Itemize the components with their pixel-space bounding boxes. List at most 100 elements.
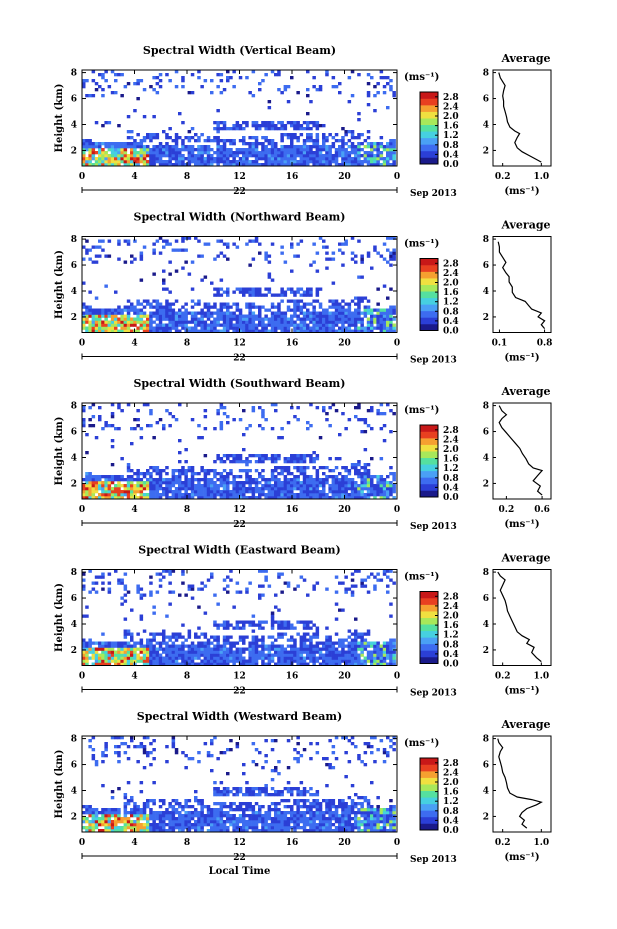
heatmap-cell — [293, 484, 297, 488]
heatmap-cell — [152, 632, 156, 636]
heatmap-cell — [130, 653, 134, 657]
heatmap-cell — [331, 659, 336, 663]
heatmap-cell — [232, 484, 236, 488]
heatmap-cell — [347, 644, 352, 648]
heatmap-cell — [152, 644, 156, 648]
heatmap-cell — [232, 478, 236, 482]
heatmap-cell — [107, 142, 112, 146]
heatmap-cell — [152, 163, 156, 167]
heatmap-cell — [101, 427, 105, 431]
heatmap-cell — [206, 305, 211, 309]
heatmap-cell — [347, 653, 352, 657]
heatmap-cell — [104, 284, 108, 288]
heatmap-cell — [88, 820, 92, 824]
heatmap-cell — [328, 457, 332, 461]
heatmap-cell — [389, 602, 393, 606]
colorbar-swatch — [420, 477, 438, 485]
heatmap-cell — [373, 94, 377, 98]
heatmap-cell — [270, 623, 275, 627]
heatmap-cell — [386, 490, 390, 494]
heatmap-cell — [187, 826, 192, 830]
heatmap-cell — [171, 635, 176, 639]
avg-title: Average — [500, 552, 550, 565]
heatmap-cell — [184, 236, 188, 240]
heatmap-cell — [213, 481, 217, 485]
heatmap-cell — [251, 650, 256, 654]
heatmap-cell — [296, 487, 300, 491]
heatmap-cell — [264, 139, 268, 143]
date-day: 22 — [233, 354, 246, 364]
heatmap-cell — [325, 626, 329, 630]
heatmap-cell — [117, 403, 121, 407]
heatmap-cell — [88, 406, 92, 410]
heatmap-cell — [155, 829, 160, 833]
heatmap-cell — [350, 142, 355, 146]
heatmap-cell — [286, 151, 291, 155]
heatmap-cell — [386, 148, 390, 152]
heatmap-cell — [338, 82, 342, 86]
heatmap-cell — [213, 317, 217, 321]
heatmap-cell — [123, 823, 128, 827]
heatmap-cell — [232, 302, 236, 306]
heatmap-cell — [222, 484, 227, 488]
heatmap-cell — [373, 587, 377, 591]
heatmap-cell — [190, 647, 195, 651]
heatmap-cell — [312, 326, 316, 330]
heatmap-cell — [350, 487, 355, 491]
heatmap-cell — [338, 314, 342, 318]
heatmap-cell — [165, 308, 169, 312]
heatmap-cell — [357, 136, 361, 140]
heatmap-cell — [88, 248, 92, 252]
heatmap-cell — [85, 650, 89, 654]
heatmap-cell — [139, 481, 144, 485]
heatmap-cell — [165, 472, 169, 476]
heatmap-cell — [194, 808, 198, 812]
heatmap-cell — [258, 82, 262, 86]
heatmap-cell — [318, 484, 323, 488]
heatmap-cell — [107, 320, 112, 324]
heatmap-cell — [382, 659, 387, 663]
heatmap-cell — [213, 472, 217, 476]
avg-title: Average — [500, 52, 550, 65]
heatmap-cell — [318, 329, 323, 333]
heatmap-cell — [379, 76, 384, 80]
heatmap-cell — [152, 829, 156, 833]
heatmap-cell — [226, 151, 230, 155]
heatmap-cell — [322, 487, 326, 491]
heatmap-cell — [226, 805, 230, 809]
heatmap-cell — [312, 460, 316, 464]
heatmap-cell — [328, 662, 332, 666]
heatmap-cell — [171, 650, 176, 654]
heatmap-cell — [82, 584, 86, 588]
heatmap-cell — [117, 650, 121, 654]
heatmap-cell — [216, 290, 220, 294]
heatmap-cell — [98, 820, 102, 824]
heatmap-cell — [181, 472, 185, 476]
heatmap-cell — [350, 481, 355, 485]
heatmap-cell — [302, 320, 307, 324]
heatmap-cell — [277, 311, 281, 315]
heatmap-cell — [117, 829, 121, 833]
heatmap-cell — [216, 314, 220, 318]
heatmap-cell — [136, 424, 140, 428]
heatmap-cell — [174, 481, 179, 485]
heatmap-cell — [357, 311, 361, 315]
heatmap-cell — [315, 251, 320, 255]
heatmap-cell — [210, 314, 214, 318]
heatmap-cell — [181, 148, 185, 152]
heatmap-cell — [360, 641, 364, 645]
heatmap-cell — [357, 308, 361, 312]
heatmap-cell — [386, 656, 390, 660]
heatmap-cell — [126, 311, 131, 315]
heatmap-cell — [158, 656, 163, 660]
heatmap-cell — [357, 659, 361, 663]
heatmap-cell — [174, 317, 179, 321]
heatmap-cell — [149, 662, 153, 666]
heatmap-cell — [248, 305, 252, 309]
heatmap-cell — [258, 584, 262, 588]
heatmap-cell — [331, 481, 336, 485]
heatmap-cell — [133, 805, 137, 809]
heatmap-cell — [82, 653, 86, 657]
heatmap-cell — [328, 314, 332, 318]
heatmap-cell — [283, 260, 288, 264]
